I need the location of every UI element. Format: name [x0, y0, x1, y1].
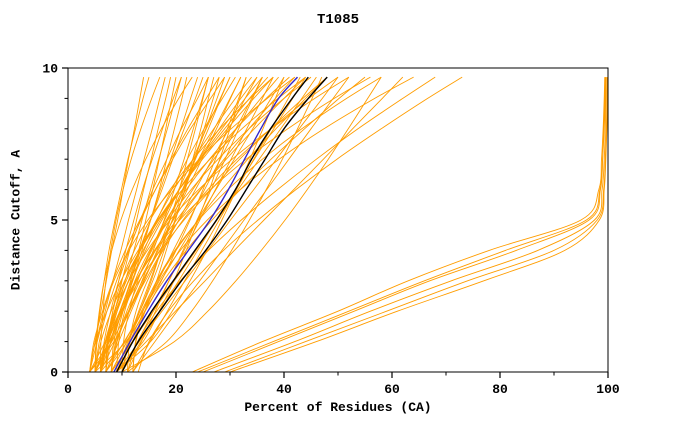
- highlighted-models-black-curve: [115, 76, 309, 372]
- predicted-models-curve: [89, 76, 242, 372]
- highlighted-models-black-curve: [121, 76, 328, 372]
- predicted-models-curve: [116, 76, 226, 372]
- highlighted-model-blue-curve: [113, 76, 299, 372]
- predicted-models-curve: [105, 76, 274, 372]
- predicted-models-curve: [126, 76, 263, 372]
- predicted-models-curve: [110, 76, 371, 372]
- predicted-models-curve: [126, 76, 339, 372]
- predicted-models-curve: [99, 77, 172, 372]
- predicted-models-curve: [105, 76, 231, 372]
- predicted-models-curve: [105, 76, 258, 372]
- predicted-models-curve: [202, 77, 607, 372]
- predicted-models-curve: [121, 76, 290, 372]
- predicted-models-curve: [99, 76, 182, 372]
- predicted-models-curve: [94, 76, 220, 372]
- predicted-models-curve: [94, 76, 247, 372]
- predicted-models-curve: [110, 76, 263, 372]
- x-axis-label: Percent of Residues (CA): [244, 400, 432, 415]
- x-tick-label: 60: [384, 382, 400, 397]
- predicted-models-curve: [116, 76, 312, 372]
- x-tick-label: 100: [596, 382, 620, 397]
- predicted-models-curve: [105, 76, 182, 372]
- predicted-models-curve: [126, 76, 436, 372]
- predicted-models-curve: [121, 76, 274, 372]
- predicted-models-curve: [94, 76, 296, 372]
- predicted-models-curve: [132, 76, 414, 372]
- predicted-models-curve: [99, 76, 161, 372]
- y-axis-label-text: Distance Cutoff, A: [8, 149, 24, 291]
- predicted-models-curve: [99, 76, 209, 372]
- predicted-models-curve: [197, 77, 606, 372]
- predicted-models-curve: [99, 76, 242, 372]
- predicted-models-curve: [116, 76, 339, 372]
- predicted-models-curve: [121, 76, 382, 372]
- predicted-models-curve: [229, 77, 608, 372]
- chart-title: T1085: [316, 12, 359, 28]
- predicted-models-curve: [116, 76, 404, 372]
- x-tick-label: 20: [168, 382, 184, 397]
- x-tick-label: 80: [492, 382, 508, 397]
- x-tick-label: 0: [64, 382, 72, 397]
- predicted-models-curve: [105, 77, 209, 372]
- predicted-models-curve: [89, 77, 145, 372]
- predicted-models-curve: [89, 77, 166, 372]
- predicted-models-curve: [192, 77, 606, 372]
- curves-layer: [89, 76, 608, 372]
- y-tick-label: 10: [42, 62, 58, 77]
- predicted-models-curve: [105, 76, 306, 372]
- predicted-models-curve: [99, 76, 306, 372]
- predicted-models-curve: [224, 77, 608, 372]
- predicted-models-curve: [110, 76, 279, 372]
- predicted-models-curve: [132, 76, 350, 372]
- y-tick-label: 5: [50, 214, 58, 229]
- x-tick-label: 40: [276, 382, 292, 397]
- predicted-models-curve: [89, 76, 225, 372]
- predicted-models-curve: [213, 77, 607, 372]
- predicted-models-curve: [105, 76, 285, 372]
- y-tick-label: 0: [50, 366, 58, 381]
- predicted-models-curve: [94, 76, 193, 372]
